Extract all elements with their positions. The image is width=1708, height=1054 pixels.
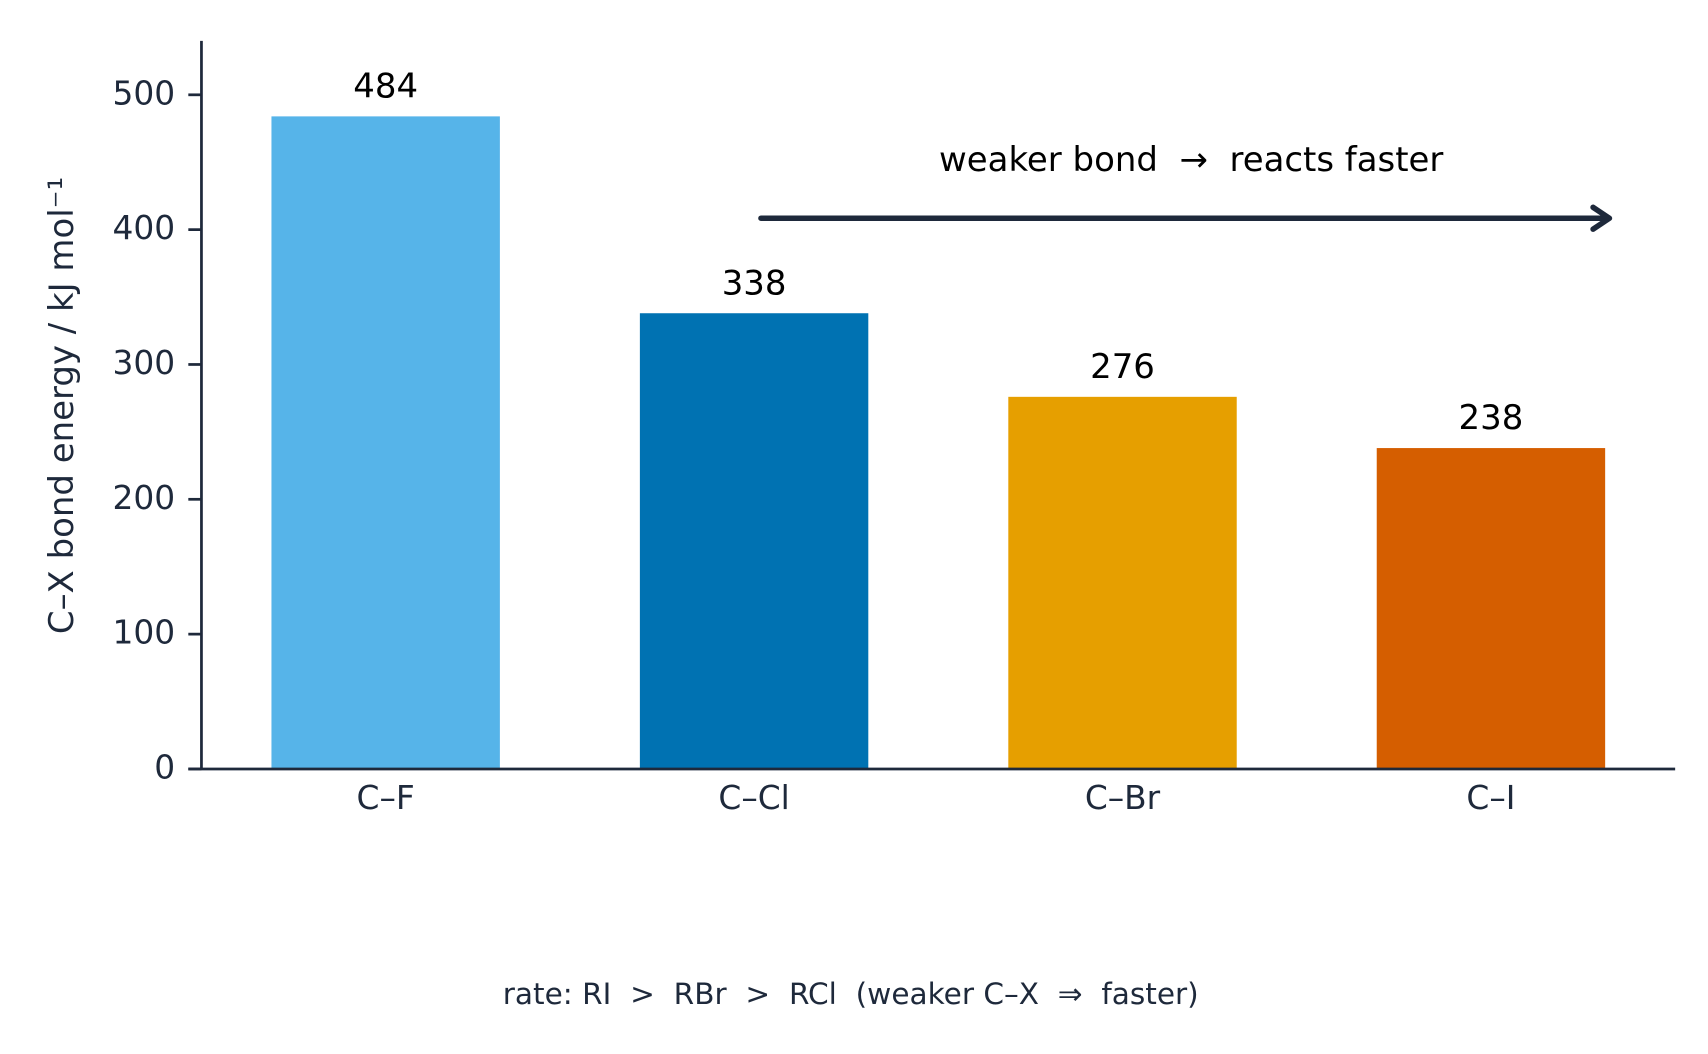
bar <box>1008 396 1237 769</box>
x-tick-label: C–I <box>1466 779 1515 817</box>
value-label: 484 <box>353 66 418 106</box>
arrow-head <box>1590 204 1613 232</box>
y-tick-label: 500 <box>113 74 176 112</box>
x-tick-label: C–F <box>357 779 415 817</box>
x-tick-label: C–Br <box>1085 779 1161 817</box>
value-label: 238 <box>1459 398 1524 438</box>
y-tick-label: 300 <box>113 344 176 382</box>
y-axis-label: C–X bond energy / kJ mol⁻¹ <box>42 177 82 634</box>
bar <box>271 116 500 769</box>
y-tick-label: 0 <box>154 748 175 786</box>
y-tick-label: 400 <box>113 209 176 247</box>
y-tick-label: 200 <box>113 479 176 517</box>
value-label: 338 <box>722 263 787 303</box>
bar <box>639 313 869 769</box>
x-tick-label: C–Cl <box>718 779 789 817</box>
footnote: rate: RI > RBr > RCl (weaker C–X ⇒ faste… <box>503 977 1199 1011</box>
annotation: weaker bond → reacts faster <box>939 140 1443 180</box>
bar <box>1376 448 1606 769</box>
value-label: 276 <box>1090 347 1155 387</box>
y-tick-label: 100 <box>113 614 176 652</box>
